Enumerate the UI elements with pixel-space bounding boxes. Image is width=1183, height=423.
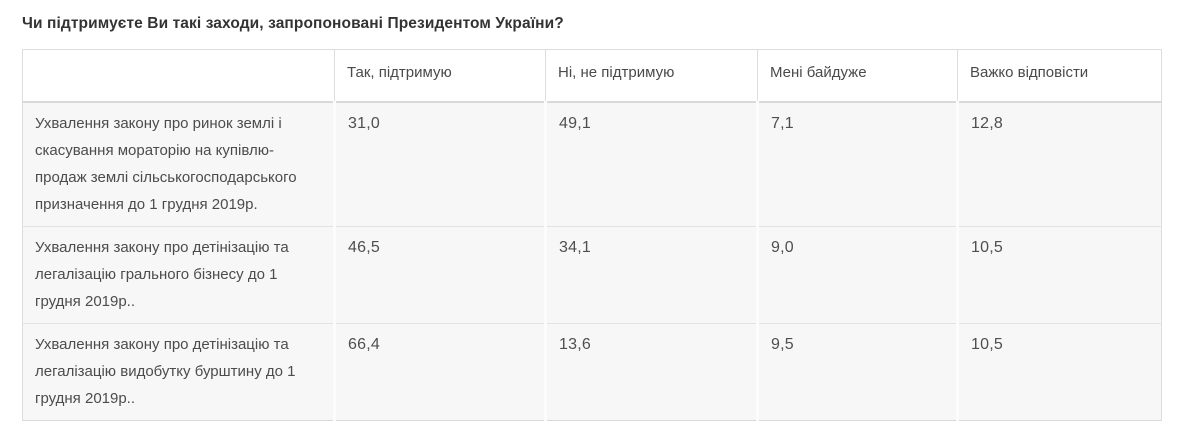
value-cell: 34,1 [544,225,759,324]
survey-table: Так, підтримую Ні, не підтримую Мені бай… [22,49,1162,421]
value-cell: 49,1 [544,101,759,227]
header-cell-indifferent: Мені байдуже [757,49,958,103]
table-row: Ухвалення закону про детінізацію та лега… [22,322,1162,421]
value-cell: 9,0 [756,225,959,324]
value-cell: 9,5 [756,322,959,421]
value-cell: 31,0 [333,101,547,227]
value-cell: 7,1 [756,101,959,227]
value-cell: 12,8 [956,101,1162,227]
header-cell-not-support: Ні, не підтримую [545,49,758,103]
value-cell: 10,5 [956,225,1162,324]
header-cell-hard-to-answer: Важко відповісти [957,49,1162,103]
table-header-row: Так, підтримую Ні, не підтримую Мені бай… [22,49,1162,103]
header-cell-support: Так, підтримую [334,49,546,103]
value-cell: 66,4 [333,322,547,421]
value-cell: 13,6 [544,322,759,421]
table-row: Ухвалення закону про ринок землі і скасу… [22,101,1162,227]
table-row: Ухвалення закону про детінізацію та лега… [22,225,1162,324]
page-title: Чи підтримуєте Ви такі заходи, запропоно… [22,15,564,32]
row-label-land-market: Ухвалення закону про ринок землі і скасу… [22,101,336,227]
row-label-gambling: Ухвалення закону про детінізацію та лега… [22,225,336,324]
value-cell: 10,5 [956,322,1162,421]
header-cell-empty [22,49,335,103]
value-cell: 46,5 [333,225,547,324]
row-label-amber: Ухвалення закону про детінізацію та лега… [22,322,336,421]
